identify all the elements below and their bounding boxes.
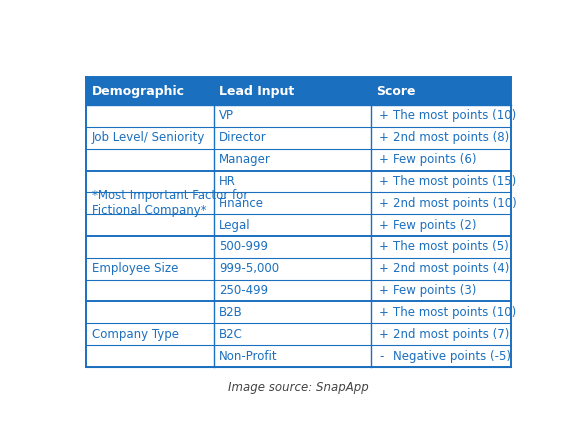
Text: 500-999: 500-999 [219,241,268,253]
Bar [86,236,511,258]
Bar [86,192,511,214]
Text: Company Type: Company Type [92,328,179,341]
Text: +: + [379,153,389,166]
Text: Few points (3): Few points (3) [393,284,476,297]
Bar [86,77,511,105]
Text: The most points (10): The most points (10) [393,306,516,319]
Text: Few points (2): Few points (2) [393,218,476,232]
Text: 999-5,000: 999-5,000 [219,262,279,275]
Text: Non-Profit: Non-Profit [219,350,278,362]
Text: Few points (6): Few points (6) [393,153,476,166]
Bar [86,171,511,192]
Bar [86,323,511,345]
Text: +: + [379,241,389,253]
Text: Demographic: Demographic [92,85,185,97]
Text: HR: HR [219,175,236,188]
Text: +: + [379,328,389,341]
Text: +: + [379,306,389,319]
Bar [86,149,511,171]
Text: +: + [379,197,389,210]
Text: The most points (5): The most points (5) [393,241,508,253]
Text: Job Level/ Seniority: Job Level/ Seniority [92,131,205,144]
Text: Director: Director [219,131,267,144]
Bar [86,345,511,367]
Text: 2nd most points (7): 2nd most points (7) [393,328,509,341]
Bar [86,105,511,127]
Text: B2B: B2B [219,306,243,319]
Text: +: + [379,131,389,144]
Text: +: + [379,284,389,297]
Text: 2nd most points (4): 2nd most points (4) [393,262,509,275]
Text: -: - [379,350,384,362]
Text: Score: Score [377,85,416,97]
Text: Legal: Legal [219,218,251,232]
Text: B2C: B2C [219,328,243,341]
Text: *Most Important Factor for
Fictional Company*: *Most Important Factor for Fictional Com… [92,189,248,217]
Text: Finance: Finance [219,197,264,210]
Bar [86,280,511,302]
Bar [86,302,511,323]
Text: 2nd most points (8): 2nd most points (8) [393,131,509,144]
Text: Manager: Manager [219,153,271,166]
Text: 2nd most points (10): 2nd most points (10) [393,197,517,210]
Text: Lead Input: Lead Input [219,85,294,97]
Text: The most points (15): The most points (15) [393,175,516,188]
Text: VP: VP [219,109,234,122]
Text: Negative points (-5): Negative points (-5) [393,350,511,362]
Text: The most points (10): The most points (10) [393,109,516,122]
Text: +: + [379,218,389,232]
Bar [86,258,511,280]
Text: +: + [379,109,389,122]
Bar [86,127,511,149]
Text: 250-499: 250-499 [219,284,268,297]
Text: Employee Size: Employee Size [92,262,178,275]
Bar [86,214,511,236]
Text: Image source: SnapApp: Image source: SnapApp [229,381,369,394]
Text: +: + [379,262,389,275]
Text: +: + [379,175,389,188]
